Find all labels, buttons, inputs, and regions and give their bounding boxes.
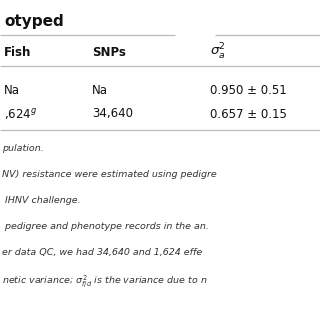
Text: IHNV challenge.: IHNV challenge.	[2, 196, 81, 205]
Text: netic variance; $\sigma^2_{f/d}$ is the variance due to n: netic variance; $\sigma^2_{f/d}$ is the …	[2, 274, 208, 291]
Text: SNPs: SNPs	[92, 45, 126, 59]
Text: 0.657 ± 0.15: 0.657 ± 0.15	[210, 108, 287, 121]
Text: 34,640: 34,640	[92, 108, 133, 121]
Text: pedigree and phenotype records in the an.: pedigree and phenotype records in the an…	[2, 222, 209, 231]
Text: pulation.: pulation.	[2, 144, 44, 153]
Text: 0.950 ± 0.51: 0.950 ± 0.51	[210, 84, 287, 98]
Text: ,624$^g$: ,624$^g$	[4, 107, 37, 122]
Text: $\sigma_a^2$: $\sigma_a^2$	[210, 42, 226, 62]
Text: NV) resistance were estimated using pedigre: NV) resistance were estimated using pedi…	[2, 170, 217, 179]
Text: Na: Na	[92, 84, 108, 98]
Text: otyped: otyped	[4, 14, 64, 29]
Text: Fish: Fish	[4, 45, 31, 59]
Text: er data QC, we had 34,640 and 1,624 effe: er data QC, we had 34,640 and 1,624 effe	[2, 248, 202, 257]
Text: Na: Na	[4, 84, 20, 98]
